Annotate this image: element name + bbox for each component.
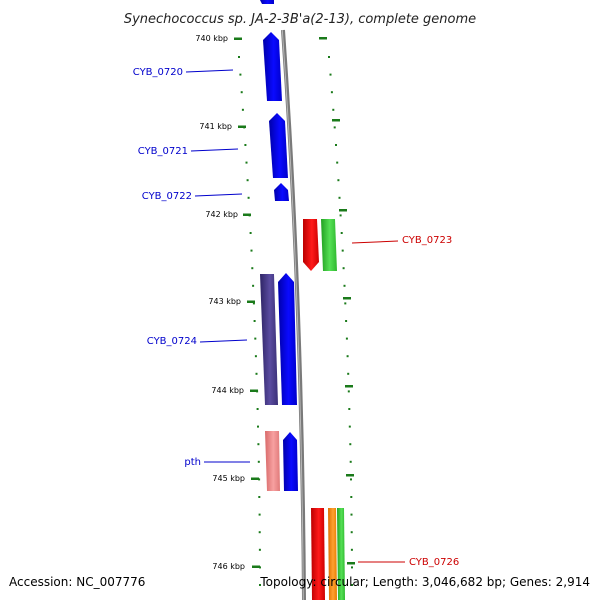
track-tick — [258, 548, 261, 551]
gene-labels: CYB_0720 CYB_0721 CYB_0722 CYB_0723 CYB_… — [133, 67, 459, 568]
track-tick — [344, 302, 347, 305]
track-tick — [241, 108, 244, 111]
label-cyb-0720[interactable]: CYB_0720 — [133, 67, 183, 78]
track-tick — [343, 284, 346, 287]
label-cyb-0723[interactable]: CYB_0723 — [402, 235, 452, 246]
gene-cyb-0722[interactable] — [274, 183, 289, 201]
ruler-label-741: 741 kbp — [199, 122, 232, 131]
track-tick — [347, 372, 350, 375]
track-tick — [254, 355, 257, 358]
gene-cyb-0724[interactable] — [278, 273, 297, 405]
track-tick — [348, 408, 351, 410]
gene-cyb-0721[interactable] — [269, 113, 288, 178]
track-tick — [246, 179, 249, 182]
track-tick — [335, 144, 337, 146]
track-tick — [351, 566, 353, 569]
track-tick — [250, 249, 253, 252]
track-tick — [347, 390, 350, 393]
track-tick — [258, 478, 261, 481]
right-ruler-dashes — [319, 37, 355, 565]
gene-cyb-0726[interactable] — [337, 508, 345, 600]
track-tick — [256, 408, 259, 410]
tick-track-left — [238, 56, 261, 586]
track-tick — [350, 548, 353, 551]
track-tick — [329, 73, 332, 76]
track-tick — [259, 584, 261, 586]
genome-title: Synechococcus sp. JA-2-3B'a(2-13), compl… — [124, 12, 476, 27]
ruler-label-740: 740 kbp — [195, 34, 228, 43]
label-cyb-0726[interactable]: CYB_0726 — [409, 557, 459, 568]
gene-pth-pink[interactable] — [265, 431, 280, 491]
track-tick — [257, 460, 260, 463]
gene-pth[interactable] — [283, 432, 298, 491]
track-tick — [345, 337, 348, 340]
track-tick — [255, 372, 258, 375]
track-tick — [336, 161, 339, 164]
track-tick — [257, 425, 259, 428]
track-tick — [350, 531, 353, 534]
track-tick — [349, 443, 352, 446]
track-tick — [351, 584, 353, 586]
track-tick — [350, 513, 353, 516]
ruler-label-744: 744 kbp — [211, 386, 244, 395]
track-tick — [341, 249, 344, 252]
track-tick — [339, 214, 342, 217]
track-tick — [258, 531, 261, 534]
track-tick — [350, 478, 352, 481]
label-cyb-0722[interactable]: CYB_0722 — [142, 191, 192, 202]
gene-cyb-0726-orange[interactable] — [328, 508, 337, 600]
track-tick — [346, 355, 349, 358]
track-tick — [239, 73, 242, 76]
track-tick — [253, 320, 256, 322]
track-tick — [240, 91, 243, 94]
track-tick — [258, 496, 261, 498]
track-tick — [349, 460, 352, 463]
track-tick — [332, 108, 335, 111]
track-tick — [342, 267, 345, 270]
ruler: 740 kbp 741 kbp 742 kbp 743 kbp 744 kbp … — [195, 34, 260, 571]
gene-cyb-0726-red[interactable] — [311, 508, 325, 600]
track-tick — [340, 232, 343, 234]
track-tick — [251, 267, 254, 270]
track-tick — [258, 513, 261, 516]
gene-partial-top — [260, 0, 274, 4]
track-tick — [254, 337, 257, 340]
genes-minus-strand — [260, 0, 298, 491]
label-cyb-0721[interactable]: CYB_0721 — [138, 146, 188, 157]
track-tick — [333, 126, 336, 129]
track-tick — [257, 443, 260, 446]
footer-info: Topology: circular; Length: 3,046,682 bp… — [259, 575, 590, 589]
track-tick — [247, 196, 250, 199]
gene-cyb-0723[interactable] — [321, 219, 337, 271]
tick-track-right — [328, 56, 353, 586]
track-tick — [252, 284, 255, 287]
track-tick — [330, 91, 333, 94]
ruler-label-746: 746 kbp — [212, 562, 245, 571]
gene-cyb-0724-purple[interactable] — [260, 274, 278, 405]
ruler-label-743: 743 kbp — [208, 297, 241, 306]
track-tick — [244, 144, 247, 146]
track-tick — [338, 196, 341, 199]
footer-accession: Accession: NC_007776 — [9, 575, 145, 589]
genes-plus-strand — [303, 219, 345, 600]
genome-backbone — [281, 29, 306, 600]
track-tick — [350, 496, 353, 498]
track-tick — [345, 320, 348, 322]
ruler-label-742: 742 kbp — [205, 210, 238, 219]
track-tick — [249, 232, 252, 234]
gene-cyb-0720[interactable] — [263, 32, 282, 101]
track-tick — [245, 161, 248, 164]
label-cyb-0724[interactable]: CYB_0724 — [147, 336, 197, 347]
track-tick — [238, 56, 240, 58]
ruler-label-745: 745 kbp — [212, 474, 245, 483]
track-tick — [348, 425, 351, 428]
track-tick — [337, 179, 340, 182]
track-tick — [252, 302, 255, 305]
track-tick — [328, 56, 330, 58]
label-pth[interactable]: pth — [184, 457, 201, 468]
gene-cyb-0723-red[interactable] — [303, 219, 319, 271]
